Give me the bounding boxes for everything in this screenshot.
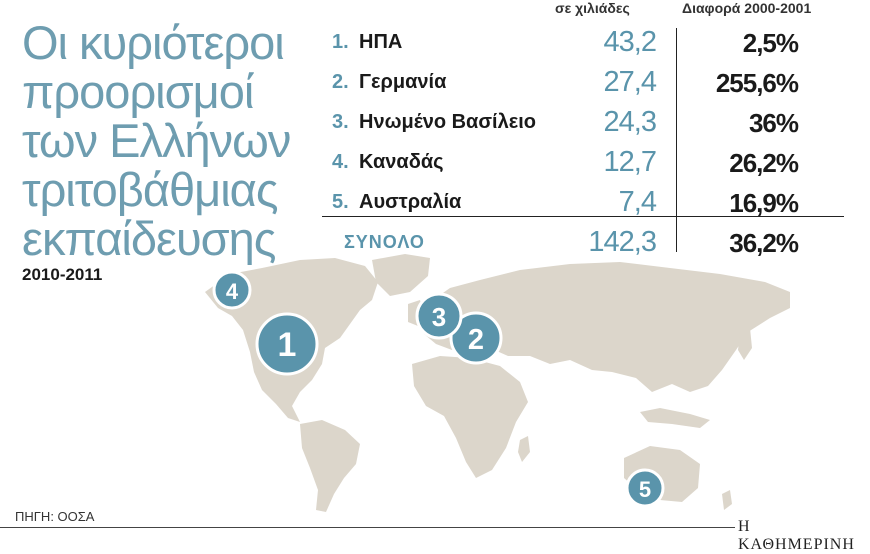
table-row: 2. Γερμανία 27,4 255,6%: [322, 60, 842, 100]
marker-label: 5: [639, 477, 651, 502]
row-rank: 4.: [332, 151, 349, 173]
total-label: ΣΥΝΟΛΟ: [344, 232, 425, 252]
row-value: 24,3: [603, 106, 657, 138]
bottom-rule: [0, 527, 735, 528]
row-rank: 5.: [332, 191, 349, 213]
row-diff: 36%: [748, 108, 799, 138]
marker-label: 3: [432, 302, 446, 332]
marker-5: 5: [625, 468, 665, 508]
marker-label: 2: [468, 324, 484, 356]
continents: [205, 254, 790, 512]
table-row: 5. Αυστραλία 7,4 16,9%: [322, 180, 842, 220]
japan-shape: [738, 328, 752, 360]
column-header-diff: Διαφορά 2000-2001: [682, 0, 812, 16]
row-country: Καναδάς: [359, 151, 444, 173]
marker-3: 3: [415, 292, 463, 340]
indonesia-shape: [640, 408, 710, 428]
south-america-shape: [300, 420, 360, 512]
total-divider: [322, 216, 844, 217]
greenland-shape: [372, 254, 430, 296]
marker-4: 4: [212, 270, 252, 310]
total-value: 142,3: [588, 226, 657, 258]
row-value: 12,7: [603, 146, 657, 178]
period-label: 2010-2011: [22, 265, 103, 284]
row-diff: 26,2%: [729, 148, 799, 178]
destinations-table: 1. ΗΠΑ 43,2 2,5% 2. Γερμανία 27,4 255,6%…: [322, 20, 842, 260]
column-divider: [676, 28, 677, 252]
table-row: 3. Ηνωμένο Βασίλειο 24,3 36%: [322, 100, 842, 140]
marker-label: 1: [278, 326, 297, 364]
row-value: 43,2: [603, 26, 657, 58]
total-row: ΣΥΝΟΛΟ 142,3 36,2%: [322, 220, 842, 260]
madagascar-shape: [518, 436, 530, 462]
source-note: ΠΗΓΗ: ΟΟΣΑ: [15, 509, 95, 524]
column-header-value: σε χιλιάδες: [555, 0, 630, 16]
marker-label: 4: [226, 279, 239, 304]
publisher-brand: Η ΚΑΘΗΜΕΡΙΝΗ: [738, 518, 855, 553]
total-diff: 36,2%: [729, 228, 799, 258]
row-diff: 255,6%: [715, 68, 799, 98]
row-diff: 16,9%: [729, 188, 799, 218]
table-row: 1. ΗΠΑ 43,2 2,5%: [322, 20, 842, 60]
row-rank: 2.: [332, 71, 349, 93]
marker-2: 2: [449, 311, 503, 365]
row-country: Αυστραλία: [359, 191, 462, 213]
world-map: 1 2 3 4 5: [205, 254, 790, 512]
row-country: Γερμανία: [359, 71, 447, 93]
row-value: 27,4: [603, 66, 657, 98]
marker-1: 1: [255, 312, 319, 376]
row-rank: 1.: [332, 31, 349, 53]
row-diff: 2,5%: [742, 28, 799, 58]
table-row: 4. Καναδάς 12,7 26,2%: [322, 140, 842, 180]
row-value: 7,4: [618, 186, 657, 218]
row-country: ΗΠΑ: [359, 31, 403, 53]
chart-title: Οι κυριότεροι προορισμοί των Ελλήνων τρι…: [22, 16, 291, 265]
new-zealand-shape: [722, 490, 732, 510]
eurasia-shape: [418, 262, 790, 392]
row-country: Ηνωμένο Βασίλειο: [359, 111, 536, 133]
markers: 1 2 3 4 5: [212, 270, 665, 508]
row-rank: 3.: [332, 111, 349, 133]
africa-shape: [412, 356, 528, 478]
